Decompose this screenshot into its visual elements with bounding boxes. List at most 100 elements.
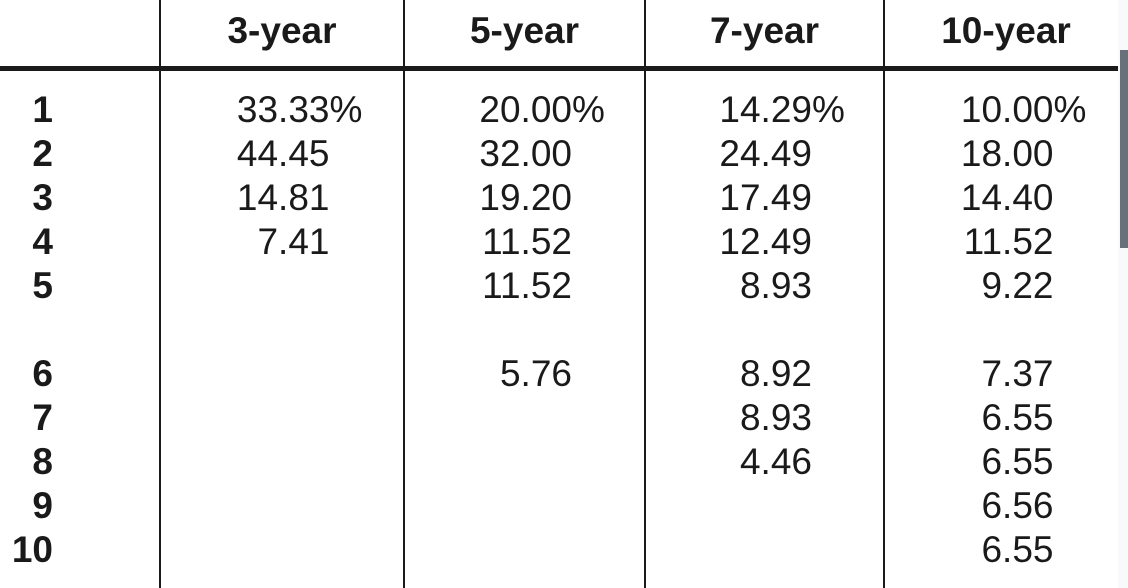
row-label-text: 3 <box>32 177 53 218</box>
table-cell: 44.45 <box>160 132 404 176</box>
row-label: 5 <box>0 264 160 308</box>
percent-sign <box>572 132 610 176</box>
row-label: 8 <box>0 440 160 484</box>
table-cell: 24.49 <box>645 132 884 176</box>
percent-sign <box>330 528 368 572</box>
row-label-text: 4 <box>32 221 53 262</box>
cell-value: 6.55 <box>981 529 1054 570</box>
column-header-5-year: 5-year <box>469 9 580 51</box>
cell-value: 10.00 <box>960 89 1054 130</box>
row-label-text: 7 <box>32 397 53 438</box>
table-cell <box>160 484 404 528</box>
cell-value: 17.49 <box>719 177 812 218</box>
percent-sign <box>572 176 610 220</box>
cell-value <box>235 396 330 440</box>
table-row: 6 5.76 8.92 7.37 <box>0 352 1128 396</box>
cell-value: 18.00 <box>960 133 1054 174</box>
cell-value <box>235 484 330 528</box>
table-cell: 9.22 <box>884 264 1128 308</box>
cell-value <box>477 528 572 572</box>
table-row: 2 44.45 32.00 24.49 18.00 <box>0 132 1128 176</box>
percent-sign <box>330 264 368 308</box>
percent-sign <box>330 440 368 484</box>
row-label: 2 <box>0 132 160 176</box>
cell-value: 11.52 <box>482 265 572 306</box>
column-header-7-year: 7-year <box>709 9 820 51</box>
cell-value <box>477 440 572 484</box>
cell-value: 24.49 <box>719 133 812 174</box>
cell-value: 44.45 <box>236 133 330 174</box>
cell-value: 7.41 <box>257 221 330 262</box>
percent-sign <box>330 396 368 440</box>
table-cell: 10.00% <box>884 88 1128 132</box>
table-row: 10 6.55 <box>0 528 1128 572</box>
table-cell: 18.00 <box>884 132 1128 176</box>
table-cell <box>404 528 645 572</box>
table-cell: 8.93 <box>645 264 884 308</box>
scrollbar-thumb[interactable] <box>1120 50 1128 248</box>
percent-sign <box>812 396 850 440</box>
table-cell: 6.55 <box>884 396 1128 440</box>
table-cell: 20.00% <box>404 88 645 132</box>
percent-sign <box>1054 528 1092 572</box>
cell-value: 11.52 <box>482 221 572 262</box>
table-row: 9 6.56 <box>0 484 1128 528</box>
cell-value: 14.40 <box>960 177 1054 218</box>
cell-value <box>235 440 330 484</box>
percent-sign: % <box>812 89 845 130</box>
column-divider <box>883 0 885 588</box>
header-rule <box>0 66 1119 71</box>
row-label-text: 5 <box>32 265 53 306</box>
table-cell: 33.33% <box>160 88 404 132</box>
cell-value: 5.76 <box>499 353 572 394</box>
table-cell <box>160 352 404 396</box>
column-header-10-year: 10-year <box>941 9 1071 51</box>
cell-value <box>235 528 330 572</box>
row-label-text: 10 <box>11 529 53 570</box>
cell-value <box>235 352 330 396</box>
cell-value <box>235 264 330 308</box>
percent-sign: % <box>1053 89 1087 130</box>
row-label-text: 6 <box>32 353 53 394</box>
table-row: 4 7.41 11.52 12.49 11.52 <box>0 220 1128 264</box>
scrollbar-track[interactable] <box>1118 0 1128 588</box>
percent-sign <box>1054 176 1092 220</box>
row-label: 3 <box>0 176 160 220</box>
table-cell <box>404 440 645 484</box>
table-cell <box>160 264 404 308</box>
percent-sign: % <box>572 89 605 130</box>
table-cell: 6.56 <box>884 484 1128 528</box>
percent-sign <box>1054 440 1092 484</box>
cell-value: 8.93 <box>739 265 812 306</box>
cell-value: 12.49 <box>719 221 812 262</box>
cell-value <box>477 396 572 440</box>
table-cell: 11.52 <box>404 264 645 308</box>
cell-value: 20.00 <box>479 89 572 130</box>
table-cell: 14.29% <box>645 88 884 132</box>
row-label: 1 <box>0 88 160 132</box>
cell-value: 14.81 <box>236 177 330 218</box>
table-cell: 14.81 <box>160 176 404 220</box>
corner-header <box>0 0 160 66</box>
table-cell: 8.93 <box>645 396 884 440</box>
percent-sign <box>1054 396 1092 440</box>
cell-value: 9.22 <box>981 265 1054 306</box>
table-cell <box>404 396 645 440</box>
percent-sign <box>330 484 368 528</box>
table-header-row: 3-year 5-year 7-year 10-year <box>0 0 1128 66</box>
table-cell: 5.76 <box>404 352 645 396</box>
cell-value: 14.29 <box>719 89 812 130</box>
percent-sign <box>812 528 850 572</box>
percent-sign <box>572 528 610 572</box>
table-cell: 6.55 <box>884 528 1128 572</box>
percent-sign <box>330 176 368 220</box>
column-divider <box>644 0 646 588</box>
table-cell: 11.52 <box>884 220 1128 264</box>
table-cell: 7.41 <box>160 220 404 264</box>
cell-value: 33.33 <box>236 89 330 130</box>
percent-sign <box>812 484 850 528</box>
table-cell <box>404 484 645 528</box>
table-cell: 11.52 <box>404 220 645 264</box>
percent-sign: % <box>329 89 363 130</box>
column-header-3-year: 3-year <box>227 9 337 51</box>
